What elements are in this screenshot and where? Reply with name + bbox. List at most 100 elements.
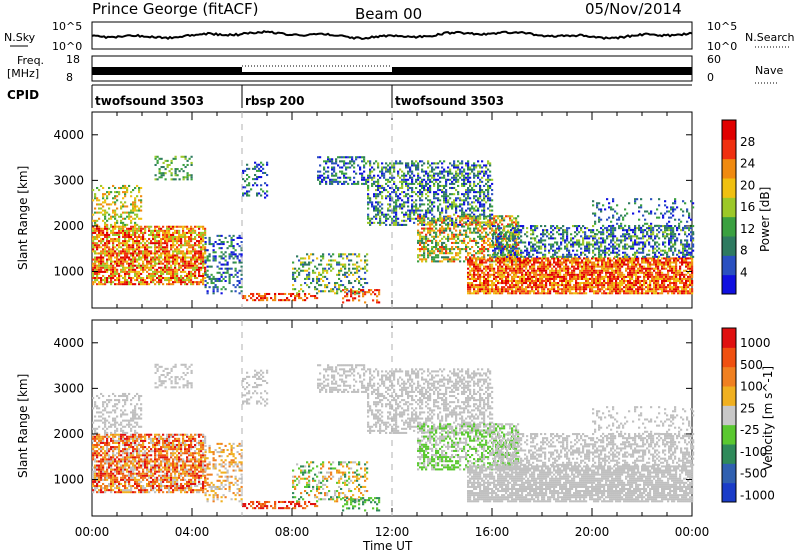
power-cell (379, 209, 382, 212)
power-cell (473, 164, 476, 167)
power-cell (507, 288, 510, 291)
power-cell (92, 264, 95, 267)
power-cell (479, 164, 482, 167)
power-cell (246, 299, 249, 302)
power-cell (130, 191, 133, 194)
power-cell (344, 273, 347, 276)
power-cell (489, 273, 492, 276)
power-cell (142, 266, 145, 269)
power-cell (423, 246, 426, 249)
power-cell (441, 219, 444, 222)
power-cell (417, 191, 420, 194)
power-cell (537, 273, 540, 276)
power-cell (146, 256, 149, 259)
power-cell (366, 253, 369, 256)
power-cell (469, 256, 472, 259)
power-cell (196, 250, 199, 253)
power-cell (376, 299, 379, 302)
power-cell (437, 197, 440, 200)
power-cell (256, 292, 259, 296)
power-cell (364, 291, 367, 294)
power-cell (206, 255, 209, 258)
power-cell (531, 257, 534, 260)
power-cell (515, 282, 518, 285)
power-cell (355, 158, 358, 161)
power-cell (170, 254, 173, 257)
power-cell (130, 195, 133, 198)
power-cell (411, 211, 414, 214)
power-cell (469, 237, 472, 240)
power-cell (473, 201, 476, 204)
power-cell (481, 213, 484, 216)
power-cell (433, 182, 436, 185)
power-cell (449, 223, 452, 226)
power-cell (453, 164, 456, 167)
power-cell (154, 283, 157, 286)
power-cell (176, 270, 179, 273)
power-cell (342, 263, 345, 266)
power-cell (220, 240, 223, 244)
power-cell (232, 261, 235, 264)
power-cell (140, 235, 143, 239)
power-cell (308, 263, 311, 266)
power-cell (529, 261, 532, 264)
power-cell (170, 277, 173, 280)
power-cell (288, 299, 291, 302)
power-cell (483, 256, 486, 259)
power-cell (473, 257, 476, 260)
power-cell (196, 281, 199, 284)
power-cell (577, 292, 580, 295)
power-cell (188, 264, 191, 267)
power-cell (449, 227, 452, 230)
power-cell (148, 233, 151, 236)
power-cell (615, 284, 618, 287)
power-cell (591, 271, 594, 274)
power-cell (296, 269, 299, 272)
power-cell (425, 215, 428, 218)
power-cell (445, 197, 448, 200)
power-cell (202, 279, 205, 282)
power-cell (333, 168, 336, 171)
power-cell (473, 254, 476, 257)
power-cell (174, 260, 177, 263)
power-cell (226, 269, 229, 272)
power-cell (244, 186, 247, 189)
power-cell (154, 244, 157, 247)
power-cell (597, 269, 600, 272)
power-cell (601, 277, 604, 280)
power-cell (202, 254, 205, 257)
power-cell (477, 277, 480, 280)
power-cell (431, 217, 434, 220)
freq-label: Freq. (17, 54, 44, 67)
power-cell (178, 268, 181, 271)
power-cell (319, 180, 322, 183)
power-cell (200, 258, 203, 261)
power-cell (144, 246, 147, 249)
power-cell (144, 252, 147, 255)
power-cell (214, 251, 217, 254)
power-cell (156, 178, 159, 181)
power-cell (138, 207, 141, 210)
power-cell (479, 263, 482, 266)
power-cell (230, 236, 233, 239)
power-cell (507, 267, 510, 270)
power-cell (246, 173, 249, 177)
power-cell (204, 284, 207, 287)
power-cell (184, 240, 187, 243)
power-cell (521, 275, 524, 278)
power-cell (152, 256, 155, 259)
power-cell (340, 263, 343, 266)
power-cell (549, 271, 552, 274)
power-cell (248, 176, 251, 179)
power-cell (381, 168, 384, 171)
power-cell (531, 277, 534, 280)
power-cell (475, 261, 478, 264)
power-cell (116, 262, 119, 265)
power-cell (483, 170, 486, 173)
power-cell (431, 239, 434, 242)
power-cell (465, 215, 468, 218)
power-cell (511, 256, 514, 259)
power-cell (581, 275, 584, 278)
power-cell (511, 269, 514, 272)
power-cell (603, 269, 606, 272)
